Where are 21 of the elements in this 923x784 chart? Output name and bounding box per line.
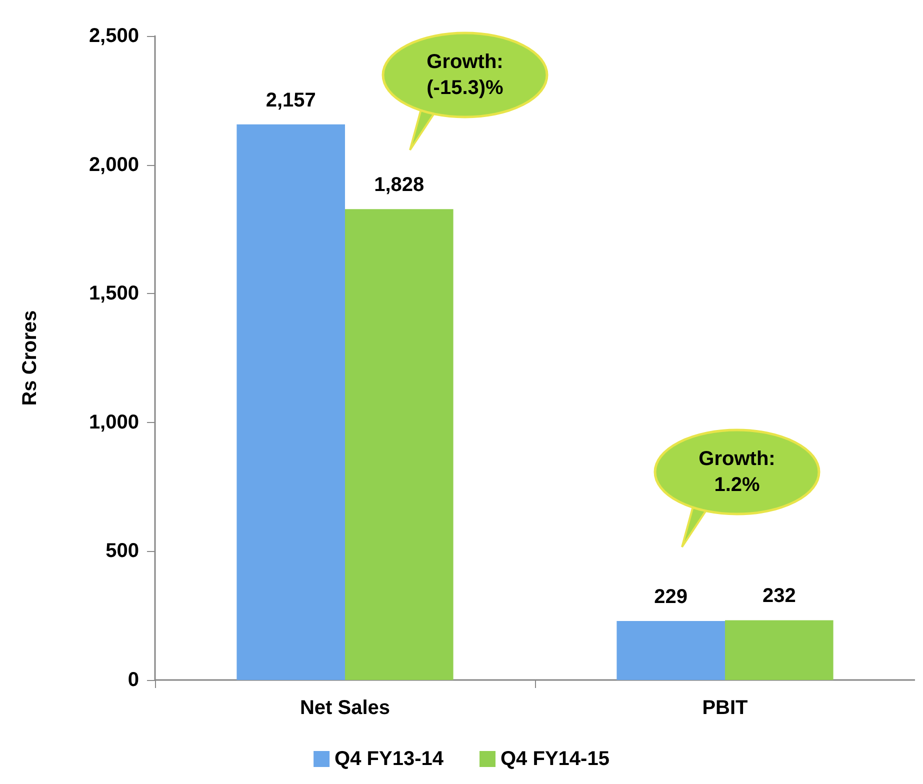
bar xyxy=(236,124,345,680)
annotation: Growth: 1.2% xyxy=(698,447,776,498)
data-label: 2,157 xyxy=(266,89,316,112)
data-label: 1,828 xyxy=(374,174,424,196)
y-tick-label: 2,500 xyxy=(88,25,139,47)
legend-label: Q4 FY14-15 xyxy=(500,748,610,770)
y-tick-label: 2,000 xyxy=(88,154,139,176)
legend-label: Q4 FY13-14 xyxy=(334,748,444,770)
annotation: Growth: (-15.3)% xyxy=(426,50,504,101)
y-tick-label: 500 xyxy=(106,540,139,562)
data-label: 232 xyxy=(762,585,796,608)
x-tick-label: PBIT xyxy=(702,697,748,719)
bar xyxy=(616,621,725,680)
bar xyxy=(345,209,454,680)
bar xyxy=(725,620,834,680)
data-label: 229 xyxy=(654,586,688,608)
y-axis-title: Rs Crores xyxy=(19,310,41,406)
y-tick-label: 1,500 xyxy=(88,282,139,305)
y-tick-label: 1,000 xyxy=(88,411,139,434)
y-tick-label: 0 xyxy=(128,669,139,691)
x-tick-label: Net Sales xyxy=(300,697,390,719)
